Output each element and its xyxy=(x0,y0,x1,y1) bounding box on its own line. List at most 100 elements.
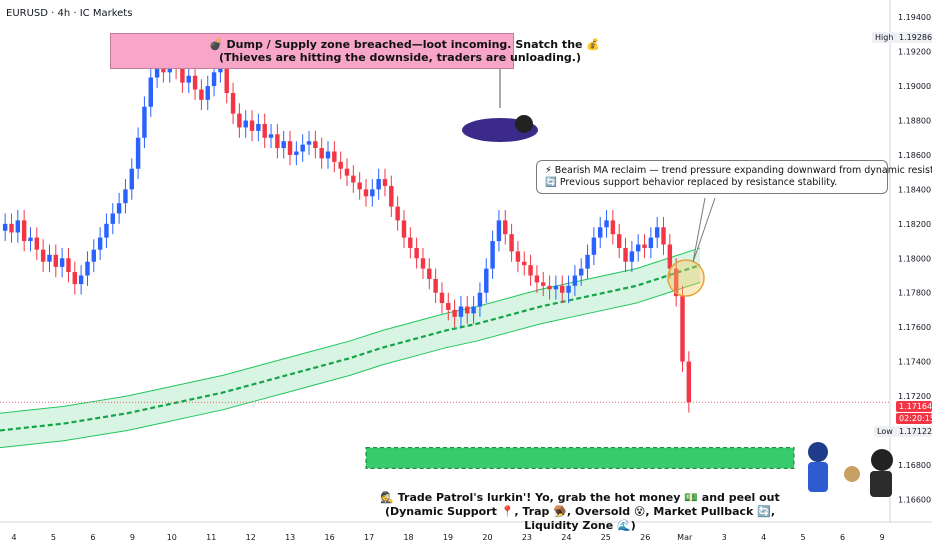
candle-body xyxy=(53,254,59,267)
candle-body xyxy=(142,106,147,138)
candle-body xyxy=(427,268,432,279)
candle-body xyxy=(21,220,27,242)
candle-body xyxy=(325,151,331,159)
candle-body xyxy=(414,247,419,259)
candle-body xyxy=(680,296,685,362)
candle-body xyxy=(661,227,666,245)
bottom-note: 🕵 Trade Patrol's lurkin'! Yo, grab the h… xyxy=(370,491,790,533)
x-tick-label: 12 xyxy=(246,533,256,542)
x-tick-label: 18 xyxy=(403,533,413,542)
candle-body xyxy=(72,272,78,285)
y-tick-label: 1.19000 xyxy=(898,82,931,91)
candle-body xyxy=(351,175,356,183)
x-tick-label: 3 xyxy=(722,533,727,542)
money-bag-icon xyxy=(844,466,860,482)
candle-body xyxy=(287,141,293,155)
high-label: High xyxy=(872,32,897,43)
y-tick-label: 1.18000 xyxy=(898,254,931,263)
candle-body xyxy=(433,278,438,293)
candle-body xyxy=(180,68,185,83)
candle-body xyxy=(85,261,90,276)
low-label: Low xyxy=(874,426,896,437)
y-tick-label: 1.16600 xyxy=(898,495,931,504)
candle-body xyxy=(420,258,426,269)
candle-body xyxy=(2,223,8,231)
candle-body xyxy=(116,203,122,214)
countdown-tag: 02:20:15 xyxy=(896,413,932,424)
x-tick-label: 26 xyxy=(640,533,650,542)
candle-body xyxy=(319,148,324,159)
candle-body xyxy=(268,134,274,138)
candle-body xyxy=(585,254,590,269)
candle-body xyxy=(635,244,641,252)
candle-body xyxy=(224,60,229,93)
symbol-title[interactable]: EURUSD · 4h · IC Markets xyxy=(6,8,133,19)
candle-body xyxy=(104,223,109,238)
ma-channel-fill xyxy=(0,247,700,448)
candle-body xyxy=(439,292,445,304)
candle-body xyxy=(300,144,305,152)
candle-body xyxy=(490,241,495,269)
current-price-tag: 1.17164 xyxy=(896,401,932,412)
y-tick-label: 1.16800 xyxy=(898,461,931,470)
x-tick-label: 10 xyxy=(167,533,177,542)
candle-body xyxy=(597,227,603,238)
candle-body xyxy=(465,306,470,314)
candle-body xyxy=(230,92,236,114)
candle-body xyxy=(34,237,40,250)
candle-body xyxy=(648,237,654,248)
ma-channel-upper xyxy=(0,247,701,414)
x-tick-label: 4 xyxy=(11,533,16,542)
candle-body xyxy=(148,77,153,107)
candle-body xyxy=(610,220,616,235)
x-tick-label: 16 xyxy=(325,533,335,542)
candle-body xyxy=(249,120,255,131)
candle-body xyxy=(541,282,546,286)
y-tick-label: 1.17600 xyxy=(898,323,931,332)
high-price-tag: 1.19286 xyxy=(896,32,932,43)
supply-zone-line1: 💣 Dump / Supply zone breached—loot incom… xyxy=(209,38,601,51)
y-tick-label: 1.19400 xyxy=(898,13,931,22)
x-tick-label: 9 xyxy=(130,533,135,542)
candle-body xyxy=(363,189,369,197)
candle-body xyxy=(547,285,552,290)
robber-body xyxy=(870,471,892,497)
candle-body xyxy=(332,151,337,162)
x-tick-label: 19 xyxy=(443,533,453,542)
candle-body xyxy=(294,151,299,155)
supply-zone-callout: 💣 Dump / Supply zone breached—loot incom… xyxy=(110,33,601,69)
candle-body xyxy=(199,89,204,100)
candle-body xyxy=(572,275,578,286)
demand-zone xyxy=(365,447,795,469)
candle-body xyxy=(534,275,540,283)
candle-body xyxy=(129,168,134,190)
ma-note-line2: 🔄 Previous support behavior replaced by … xyxy=(545,177,838,188)
x-tick-label: 6 xyxy=(90,533,95,542)
candle-body xyxy=(515,251,521,262)
candle-body xyxy=(686,361,692,403)
candle-body xyxy=(484,268,489,293)
police-body xyxy=(808,462,828,492)
x-tick-label: 20 xyxy=(482,533,492,542)
candle-body xyxy=(642,244,647,248)
candle-body xyxy=(616,234,622,248)
candle-body xyxy=(503,220,508,235)
x-tick-label: 25 xyxy=(601,533,611,542)
candle-body xyxy=(629,251,635,262)
candle-body xyxy=(566,285,571,293)
reclaim-highlight-circle xyxy=(667,259,705,297)
candle-body xyxy=(262,123,267,138)
x-tick-label: 23 xyxy=(522,533,532,542)
candle-body xyxy=(395,206,400,221)
candle-body xyxy=(357,182,362,190)
y-tick-label: 1.17200 xyxy=(898,392,931,401)
candle-body xyxy=(446,303,451,310)
candle-body xyxy=(237,113,242,128)
candle-body xyxy=(382,179,388,186)
candle-body xyxy=(306,141,312,145)
ma-channel-lower xyxy=(0,281,701,449)
candle-body xyxy=(667,244,673,269)
candle-body xyxy=(452,309,457,317)
x-tick-label: 17 xyxy=(364,533,374,542)
